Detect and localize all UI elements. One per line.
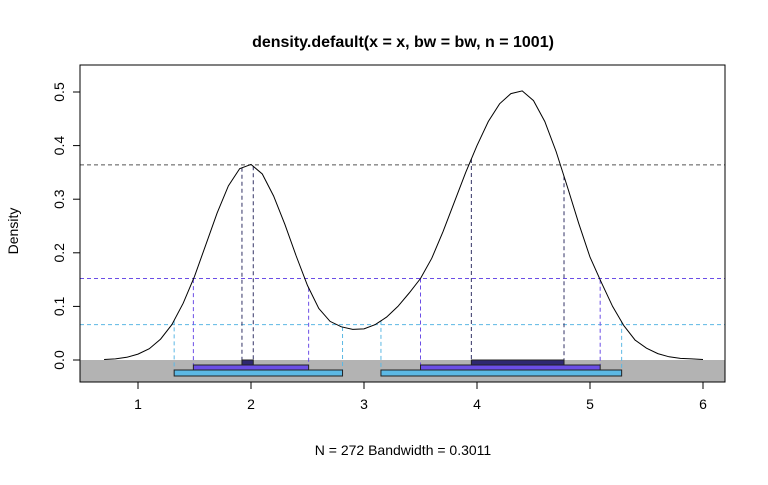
y-tick-label: 0.5 [51, 82, 67, 102]
x-axis-label: N = 272 Bandwidth = 0.3011 [315, 442, 492, 458]
y-tick-label: 0.0 [51, 350, 67, 370]
hdr-interval-bar [380, 369, 623, 377]
hdr-interval-bar [470, 359, 565, 366]
plot-frame [79, 64, 726, 383]
hdr-interval-bar [173, 369, 344, 377]
x-tick-label: 6 [699, 396, 707, 412]
y-axis-label: Density [5, 208, 21, 255]
x-tick-label: 3 [360, 396, 368, 412]
hdr-interval-bar [241, 359, 254, 366]
y-tick-label: 0.3 [51, 189, 67, 209]
x-tick-label: 5 [586, 396, 594, 412]
hdr-interval-bar [192, 364, 310, 371]
x-tick-label: 4 [473, 396, 481, 412]
hdr-interval-bars [173, 359, 623, 377]
chart-title: density.default(x = x, bw = bw, n = 1001… [252, 34, 554, 51]
hdr-interval-lines [173, 159, 623, 370]
density-curve [104, 90, 704, 360]
y-tick-label: 0.2 [51, 243, 67, 263]
x-tick-label: 1 [134, 396, 142, 412]
y-axis: 0.0 0.1 0.2 0.3 0.4 0.5 [51, 82, 81, 370]
y-tick-label: 0.1 [51, 296, 67, 316]
hdr-interval-bar [420, 364, 601, 371]
hdr-density-lines [80, 164, 725, 326]
x-axis: 1 2 3 4 5 6 [134, 381, 707, 412]
x-tick-label: 2 [247, 396, 255, 412]
y-tick-label: 0.4 [51, 136, 67, 156]
